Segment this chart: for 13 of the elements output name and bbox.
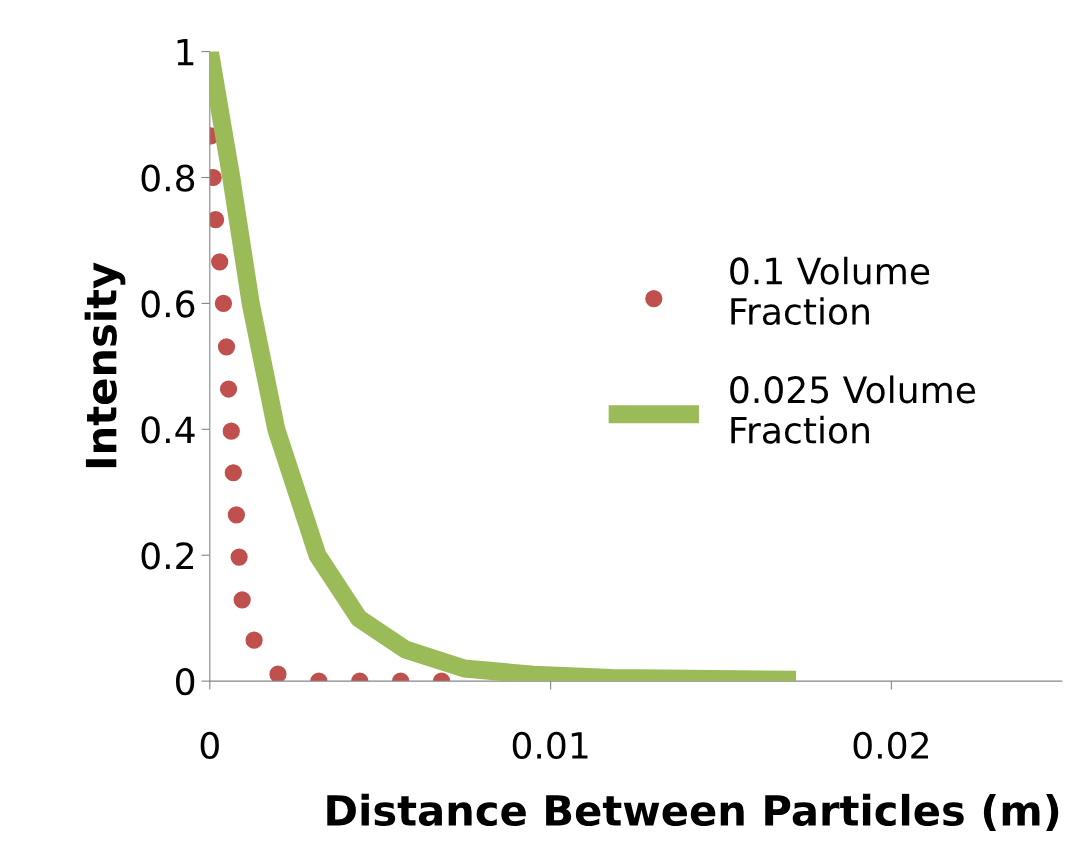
legend-label: 0.1 Volume Fraction: [730, 256, 930, 326]
y-axis-title: Intensity: [84, 262, 126, 468]
x-tick-label: 0.01: [512, 731, 588, 760]
y-tick-label: 0.8: [141, 164, 195, 192]
y-tick-label: 1: [177, 38, 194, 66]
x-tick-label: 0: [200, 731, 219, 760]
x-tick-label: 0.02: [853, 731, 928, 760]
y-tick-label: 0.6: [141, 290, 195, 318]
x-axis-title: Distance Between Particles (m): [327, 793, 1059, 831]
legend-label: 0.025 Volume Fraction: [730, 375, 976, 444]
y-tick-label: 0.2: [141, 542, 193, 570]
y-tick-label: 0.4: [141, 416, 195, 444]
y-tick-label: 0: [176, 668, 195, 696]
